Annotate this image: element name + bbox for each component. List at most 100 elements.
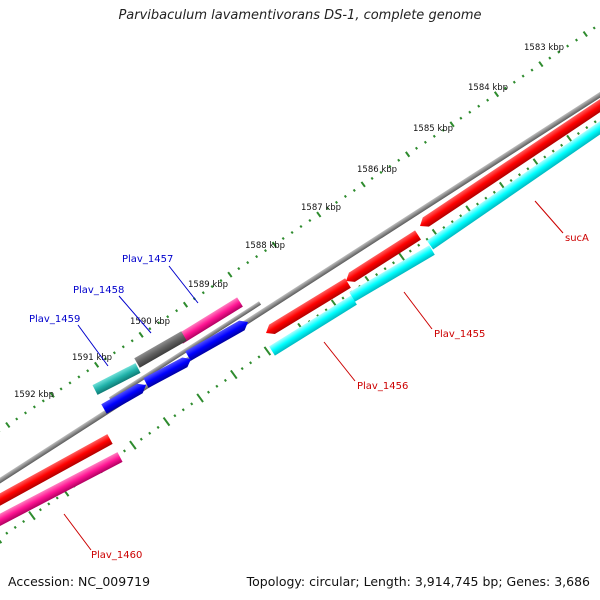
ruler-minor-tick — [290, 230, 294, 235]
inner-minor-tick — [122, 449, 127, 453]
inner-minor-tick — [249, 361, 253, 365]
gene-leader-line — [63, 513, 92, 551]
inner-minor-tick — [417, 243, 421, 247]
ruler-label: 1586 kbp — [357, 165, 397, 175]
inner-minor-tick — [492, 190, 496, 194]
ruler-minor-tick — [592, 26, 596, 30]
inner-major-tick — [230, 369, 238, 380]
ruler-minor-tick — [68, 381, 72, 385]
inner-minor-tick — [173, 414, 177, 418]
ruler-minor-tick — [103, 357, 108, 361]
gene-plav-1456 — [266, 278, 351, 335]
inner-minor-tick — [383, 267, 387, 271]
ruler-minor-tick — [459, 116, 463, 120]
gene-sucA — [420, 98, 600, 227]
backbone-line — [0, 84, 600, 490]
ruler-minor-tick — [441, 128, 445, 132]
ruler-major-tick — [182, 301, 189, 308]
gene-leader-line — [403, 291, 433, 330]
ruler-minor-tick — [255, 255, 259, 259]
ruler-minor-tick — [157, 321, 161, 325]
backbone-line-short — [108, 301, 262, 401]
inner-minor-tick — [509, 178, 513, 183]
ruler-minor-tick — [414, 146, 419, 150]
inner-minor-tick — [223, 378, 227, 382]
inner-minor-tick — [484, 196, 488, 200]
gene-label: Plav_1457 — [122, 254, 173, 265]
gene-cyan-mid — [349, 245, 435, 302]
inner-minor-tick — [526, 167, 530, 171]
genome-stats-text: Topology: circular; Length: 3,914,745 bp… — [246, 574, 590, 589]
ruler-major-tick — [5, 421, 11, 429]
ruler-minor-tick — [77, 375, 81, 379]
ruler-minor-tick — [326, 206, 330, 211]
gene-label: Plav_1459 — [29, 314, 80, 325]
gene-label: Plav_1455 — [434, 329, 485, 340]
ruler-minor-tick — [210, 285, 214, 289]
ruler-major-tick — [582, 30, 588, 38]
gene-plav-1455-upper — [346, 230, 421, 282]
ruler-label: 1592 kbp — [14, 390, 54, 400]
inner-major-tick — [28, 510, 36, 521]
gene-cyan-right — [426, 120, 600, 250]
ruler-minor-tick — [379, 170, 383, 174]
ruler-label: 1591 kbp — [72, 353, 112, 363]
ruler-major-tick — [360, 181, 366, 188]
inner-minor-tick — [156, 425, 160, 429]
gene-label: Plav_1456 — [357, 381, 408, 392]
inner-minor-tick — [475, 202, 480, 206]
ruler-label: 1589 kbp — [188, 280, 228, 290]
inner-minor-tick — [375, 273, 379, 277]
ruler-minor-tick — [121, 345, 125, 349]
inner-minor-tick — [576, 131, 580, 136]
inner-major-tick — [263, 346, 272, 356]
gene-leader-line — [168, 265, 199, 304]
ruler-minor-tick — [334, 200, 339, 204]
inner-major-tick — [196, 393, 204, 403]
ruler-minor-tick — [530, 68, 534, 72]
inner-minor-tick — [47, 502, 51, 506]
gene-blue-3 — [101, 383, 147, 414]
ruler-major-tick — [227, 271, 233, 278]
ruler-minor-tick — [343, 194, 347, 198]
gene-plav-1457 — [177, 297, 243, 344]
ruler-label: 1588 kbp — [245, 241, 285, 251]
ruler-minor-tick — [281, 236, 285, 241]
ruler-minor-tick — [32, 405, 36, 409]
inner-major-tick — [398, 252, 406, 262]
gene-plav-1460-red — [0, 434, 113, 510]
gene-blue-2 — [143, 357, 192, 388]
ruler-minor-tick — [432, 134, 436, 138]
ruler-minor-tick — [23, 411, 28, 415]
ruler-minor-tick — [166, 315, 170, 319]
ruler-minor-tick — [308, 218, 312, 223]
ruler-major-tick — [138, 331, 144, 338]
ruler-minor-tick — [237, 267, 241, 271]
gene-blue-1 — [185, 320, 248, 361]
ruler-major-tick — [94, 361, 100, 368]
label-layer: 1583 kbp 1584 kbp 1585 kbp 1586 kbp 1587 kbp… — [14, 43, 589, 561]
inner-minor-tick — [517, 173, 522, 177]
gene-label: Plav_1458 — [73, 285, 124, 296]
inner-minor-tick — [391, 261, 396, 265]
inner-minor-tick — [206, 390, 211, 394]
inner-minor-tick — [593, 120, 597, 124]
ruler-label: 1585 kbp — [413, 124, 453, 134]
ruler-minor-tick — [86, 369, 90, 373]
inner-minor-tick — [585, 126, 589, 130]
inner-minor-tick — [22, 519, 26, 524]
gene-leader-line — [323, 341, 356, 382]
ruler-major-tick — [449, 121, 455, 128]
gene-plav-1458 — [134, 331, 187, 368]
inner-minor-tick — [5, 531, 9, 535]
inner-minor-tick — [190, 402, 194, 406]
inner-minor-tick — [560, 143, 564, 147]
inner-minor-tick — [38, 508, 42, 512]
inner-minor-tick — [55, 496, 59, 500]
ruler-minor-tick — [548, 56, 552, 60]
ruler-major-tick — [538, 61, 544, 68]
gene-leader-line — [534, 200, 564, 234]
gene-label: Plav_1460 — [91, 550, 142, 561]
inner-minor-tick — [341, 296, 345, 300]
ruler-major-tick — [316, 211, 322, 218]
